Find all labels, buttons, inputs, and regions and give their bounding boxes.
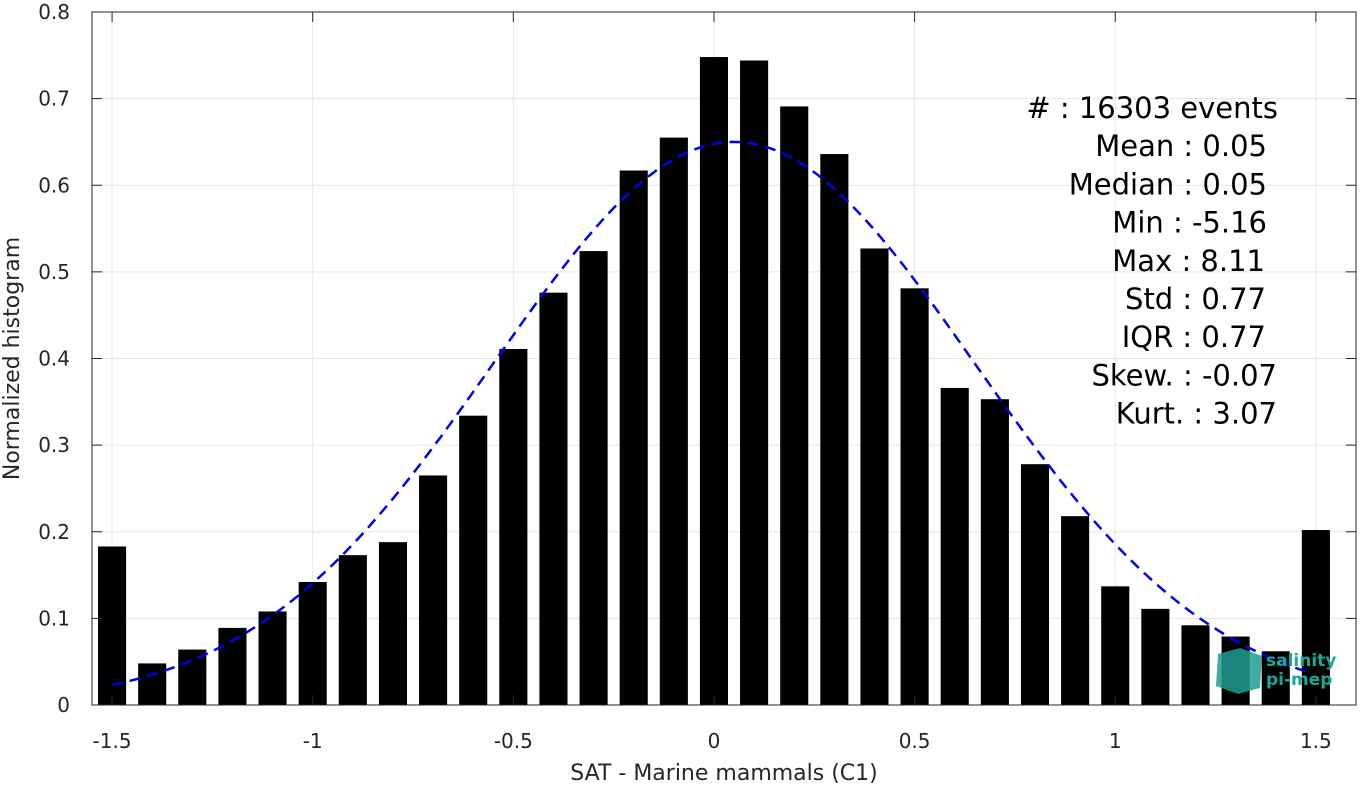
y-tick-label-5: 0.5 (38, 260, 70, 284)
bar-12 (579, 251, 608, 705)
bar-11 (539, 292, 568, 705)
y-tick-label-0: 0 (57, 693, 70, 717)
bar-29 (1261, 651, 1290, 705)
bar-22 (980, 399, 1009, 705)
bar-4 (258, 611, 287, 705)
x-axis-label: SAT - Marine mammals (C1) (570, 761, 878, 785)
x-tick-label-0: -1.5 (93, 729, 132, 753)
bar-2 (178, 649, 207, 705)
bar-5 (298, 581, 327, 705)
bar-9 (459, 415, 488, 705)
bar-1 (138, 663, 167, 705)
stat-line-6: IQR : 0.77 (1122, 320, 1266, 354)
logo-line1: salinity (1266, 651, 1336, 671)
y-tick-label-8: 0.8 (38, 0, 70, 24)
stat-line-0: # : 16303 events (1026, 91, 1278, 125)
bar-15 (699, 57, 729, 706)
x-tick-label-2: -0.5 (494, 729, 533, 753)
bar-23 (1020, 464, 1050, 705)
bar-13 (619, 170, 648, 705)
bar-7 (378, 542, 407, 705)
y-tick-label-1: 0.1 (38, 606, 70, 630)
bar-10 (499, 348, 528, 705)
gaussian-fit-line (111, 140, 1309, 687)
stat-line-4: Max : 8.11 (1112, 244, 1265, 278)
bar-24 (1061, 516, 1090, 705)
bar-21 (940, 387, 969, 705)
x-tick-label-3: 0 (708, 729, 721, 753)
y-tick-label-4: 0.4 (38, 347, 70, 371)
bar-14 (659, 137, 688, 705)
bar-6 (338, 555, 367, 705)
bar-20 (900, 288, 929, 705)
x-tick-label-5: 1 (1109, 729, 1122, 753)
axis-ticks: -1.5 -1 -0.5 0 0.5 1 1.5 0 0.1 0.2 0.3 0.4 0.5 0.6 0.7… (38, 0, 1356, 753)
y-tick-label-2: 0.2 (38, 520, 70, 544)
histogram-bars (98, 57, 1330, 706)
stat-line-7: Skew. : -0.07 (1091, 358, 1277, 392)
salinity-pi-mep-logo: salinity pi-mep (1216, 648, 1336, 694)
stat-line-5: Std : 0.77 (1125, 282, 1266, 316)
x-tick-label-4: 0.5 (899, 729, 931, 753)
statistics-box: # : 16303 events Mean : 0.05 Median : 0.05… (1026, 91, 1278, 431)
y-tick-label-3: 0.3 (38, 433, 70, 457)
bar-25 (1101, 586, 1130, 705)
y-tick-label-7: 0.7 (38, 87, 70, 111)
logo-cube-icon (1216, 648, 1262, 694)
bar-17 (780, 106, 809, 705)
y-tick-label-6: 0.6 (38, 173, 70, 197)
x-tick-label-6: 1.5 (1300, 729, 1332, 753)
x-tick-label-1: -1 (303, 729, 323, 753)
bar-0 (98, 546, 127, 705)
bar-26 (1141, 608, 1170, 705)
bar-19 (860, 248, 889, 705)
stat-line-2: Median : 0.05 (1069, 167, 1267, 201)
stat-line-1: Mean : 0.05 (1095, 129, 1267, 163)
gaussian-fit (111, 140, 1309, 687)
bar-16 (740, 60, 769, 705)
bar-27 (1181, 625, 1210, 705)
stat-line-3: Min : -5.16 (1112, 206, 1267, 240)
bar-18 (820, 154, 849, 705)
bar-30 (1301, 530, 1330, 705)
y-axis-label: Normalized histogram (0, 237, 25, 480)
stat-line-8: Kurt. : 3.07 (1116, 397, 1277, 431)
logo-line2: pi-mep (1266, 670, 1332, 690)
bar-8 (419, 475, 448, 705)
